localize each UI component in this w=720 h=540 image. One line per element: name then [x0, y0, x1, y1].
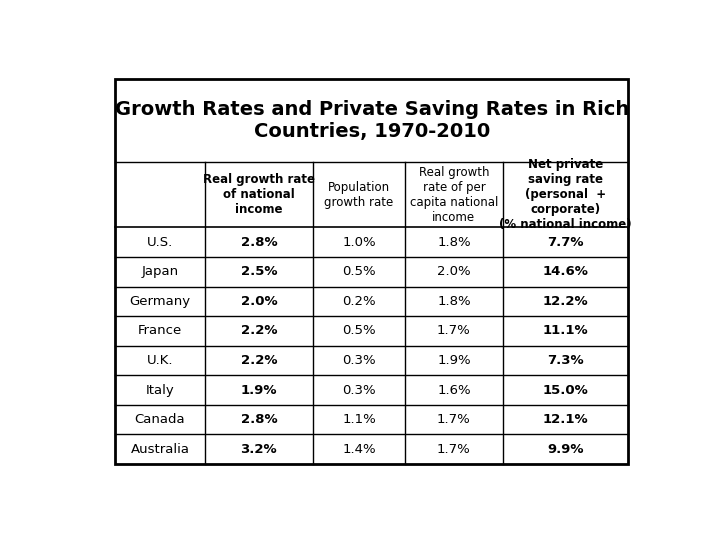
Text: Growth Rates and Private Saving Rates in Rich
Countries, 1970-2010: Growth Rates and Private Saving Rates in… — [114, 100, 629, 141]
Text: 14.6%: 14.6% — [543, 265, 588, 278]
Text: 1.9%: 1.9% — [437, 354, 471, 367]
Text: 15.0%: 15.0% — [543, 383, 588, 396]
Text: U.K.: U.K. — [147, 354, 174, 367]
Text: 2.5%: 2.5% — [240, 265, 277, 278]
Text: 12.2%: 12.2% — [543, 295, 588, 308]
Text: 0.3%: 0.3% — [342, 354, 376, 367]
Text: 1.0%: 1.0% — [342, 236, 376, 249]
Text: Japan: Japan — [141, 265, 179, 278]
Text: 2.0%: 2.0% — [437, 265, 471, 278]
Text: 12.1%: 12.1% — [543, 413, 588, 426]
Text: Population
growth rate: Population growth rate — [324, 181, 394, 209]
Text: 2.8%: 2.8% — [240, 413, 277, 426]
Text: 9.9%: 9.9% — [547, 443, 584, 456]
Text: 0.5%: 0.5% — [342, 325, 376, 338]
Text: 1.1%: 1.1% — [342, 413, 376, 426]
Text: 11.1%: 11.1% — [543, 325, 588, 338]
Text: 1.4%: 1.4% — [342, 443, 376, 456]
Text: 1.8%: 1.8% — [437, 295, 471, 308]
Text: 0.3%: 0.3% — [342, 383, 376, 396]
Text: U.S.: U.S. — [147, 236, 173, 249]
Text: 1.9%: 1.9% — [240, 383, 277, 396]
Text: 7.7%: 7.7% — [547, 236, 584, 249]
Text: 1.8%: 1.8% — [437, 236, 471, 249]
Text: 7.3%: 7.3% — [547, 354, 584, 367]
Text: 2.2%: 2.2% — [240, 354, 277, 367]
Text: 2.0%: 2.0% — [240, 295, 277, 308]
Text: France: France — [138, 325, 182, 338]
Text: Australia: Australia — [130, 443, 189, 456]
Text: 3.2%: 3.2% — [240, 443, 277, 456]
Text: Net private
saving rate
(personal  +
corporate)
(% national income): Net private saving rate (personal + corp… — [499, 158, 632, 231]
Text: Canada: Canada — [135, 413, 185, 426]
Text: 1.7%: 1.7% — [437, 443, 471, 456]
Text: 0.5%: 0.5% — [342, 265, 376, 278]
Text: Real growth
rate of per
capita national
income: Real growth rate of per capita national … — [410, 166, 498, 224]
Text: Italy: Italy — [145, 383, 174, 396]
Text: 1.7%: 1.7% — [437, 325, 471, 338]
Text: 0.2%: 0.2% — [342, 295, 376, 308]
Text: Germany: Germany — [130, 295, 191, 308]
Text: Real growth rate
of national
income: Real growth rate of national income — [203, 173, 315, 216]
Text: 1.6%: 1.6% — [437, 383, 471, 396]
Text: 2.2%: 2.2% — [240, 325, 277, 338]
Text: 2.8%: 2.8% — [240, 236, 277, 249]
Text: 1.7%: 1.7% — [437, 413, 471, 426]
